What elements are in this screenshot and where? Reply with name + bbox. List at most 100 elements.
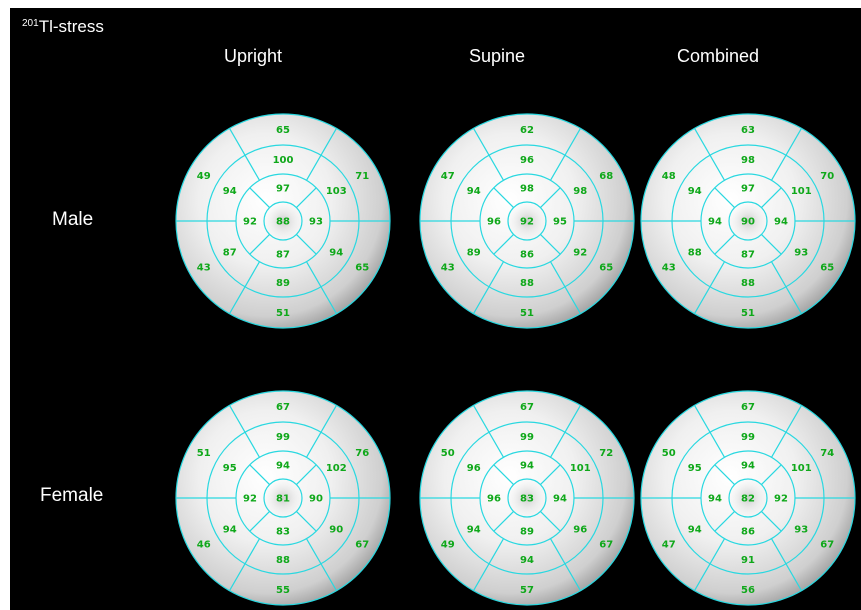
- inner-divider: [540, 511, 561, 532]
- map-apex-shade: [260, 475, 306, 521]
- sector-divider: [549, 261, 582, 314]
- outer-segment-value: 51: [276, 308, 290, 319]
- inner-divider: [714, 234, 735, 255]
- sector-divider: [770, 128, 803, 181]
- outer-segment-value: 51: [520, 308, 534, 319]
- apex-value: 88: [276, 217, 290, 228]
- inner-segment-value: 92: [243, 217, 257, 228]
- outer-segment-value: 72: [599, 448, 613, 459]
- sector-divider: [549, 405, 582, 458]
- sector-divider: [228, 538, 261, 591]
- mid-segment-value: 100: [273, 155, 294, 166]
- inner-divider: [249, 234, 270, 255]
- outer-segment-value: 65: [599, 262, 613, 273]
- mid-segment-value: 98: [573, 186, 587, 197]
- mid-segment-value: 98: [741, 155, 755, 166]
- inner-divider: [761, 187, 782, 208]
- sector-divider: [472, 128, 505, 181]
- column-header-combined: Combined: [676, 46, 760, 66]
- mid-segment-value: 88: [688, 247, 702, 258]
- mid-segment-value: 96: [467, 463, 481, 474]
- sector-divider: [693, 128, 726, 181]
- outer-segment-value: 68: [599, 171, 613, 182]
- outer-segment-value: 76: [355, 448, 369, 459]
- outer-segment-value: 43: [441, 262, 455, 273]
- outer-segment-value: 67: [820, 539, 834, 550]
- mid-segment-value: 94: [688, 186, 702, 197]
- sector-divider: [305, 128, 338, 181]
- sector-divider: [472, 405, 505, 458]
- sector-divider: [770, 261, 803, 314]
- apex-value: 90: [741, 217, 755, 228]
- outer-segment-value: 67: [355, 539, 369, 550]
- outer-segment-value: 50: [662, 448, 676, 459]
- mid-segment-value: 96: [520, 155, 534, 166]
- outer-segment-value: 57: [520, 585, 534, 596]
- mid-segment-value: 96: [573, 524, 587, 535]
- inner-divider: [249, 464, 270, 485]
- inner-segment-value: 83: [276, 527, 290, 538]
- ring-line: [263, 478, 303, 518]
- sector-divider: [228, 261, 261, 314]
- outer-segment-value: 49: [197, 171, 211, 182]
- mid-segment-value: 94: [467, 524, 481, 535]
- mid-segment-value: 94: [223, 524, 237, 535]
- ring-line: [507, 201, 547, 241]
- inner-segment-value: 98: [520, 184, 534, 195]
- ring-line: [728, 201, 768, 241]
- inner-segment-value: 87: [741, 250, 755, 261]
- mid-segment-value: 94: [520, 555, 534, 566]
- inner-segment-value: 94: [774, 217, 788, 228]
- mid-segment-value: 88: [520, 278, 534, 289]
- isotope-mass-number: 201: [22, 18, 39, 29]
- outer-segment-value: 65: [276, 125, 290, 136]
- map-apex-shade: [725, 198, 771, 244]
- outer-segment-value: 50: [441, 448, 455, 459]
- title-text: Tl-stress: [38, 17, 104, 36]
- outer-segment-value: 67: [741, 402, 755, 413]
- inner-segment-value: 92: [243, 494, 257, 505]
- inner-divider: [493, 511, 514, 532]
- inner-divider: [540, 234, 561, 255]
- apex-value: 83: [520, 494, 534, 505]
- inner-segment-value: 94: [708, 217, 722, 228]
- sector-divider: [693, 538, 726, 591]
- outer-segment-value: 43: [197, 262, 211, 273]
- mid-segment-value: 99: [276, 432, 290, 443]
- inner-segment-value: 94: [553, 494, 567, 505]
- inner-segment-value: 86: [520, 250, 534, 261]
- inner-divider: [761, 511, 782, 532]
- mid-segment-value: 94: [223, 186, 237, 197]
- mid-segment-value: 99: [741, 432, 755, 443]
- mid-segment-value: 95: [688, 463, 702, 474]
- sector-divider: [693, 261, 726, 314]
- polar-map-female-supine: 67 72 67 57 49 50 99 101 96 94 94 96 94 94 89 96 83: [419, 390, 635, 606]
- inner-divider: [540, 187, 561, 208]
- outer-segment-value: 62: [520, 125, 534, 136]
- outer-segment-value: 46: [197, 539, 211, 550]
- ring-line: [507, 478, 547, 518]
- mid-segment-value: 95: [223, 463, 237, 474]
- sector-divider: [693, 405, 726, 458]
- inner-segment-value: 96: [487, 217, 501, 228]
- inner-divider: [714, 187, 735, 208]
- inner-divider: [761, 464, 782, 485]
- outer-segment-value: 63: [741, 125, 755, 136]
- outer-segment-value: 65: [820, 262, 834, 273]
- mid-segment-value: 99: [520, 432, 534, 443]
- inner-segment-value: 94: [520, 461, 534, 472]
- mid-segment-value: 103: [326, 186, 347, 197]
- inner-segment-value: 93: [309, 217, 323, 228]
- polar-map-male-combined: 63 70 65 51 43 48 98 101 93 88 88 94 97 94 87 94 90: [640, 113, 856, 329]
- polar-map-female-upright: 67 76 67 55 46 51 99 102 90 88 94 95 94 90 83 92 81: [175, 390, 391, 606]
- outer-segment-value: 65: [355, 262, 369, 273]
- outer-segment-value: 51: [197, 448, 211, 459]
- outer-segment-value: 56: [741, 585, 755, 596]
- outer-segment-value: 67: [599, 539, 613, 550]
- sector-divider: [472, 261, 505, 314]
- inner-divider: [296, 234, 317, 255]
- inner-segment-value: 90: [309, 494, 323, 505]
- mid-segment-value: 101: [570, 463, 591, 474]
- sector-divider: [305, 538, 338, 591]
- sector-divider: [770, 405, 803, 458]
